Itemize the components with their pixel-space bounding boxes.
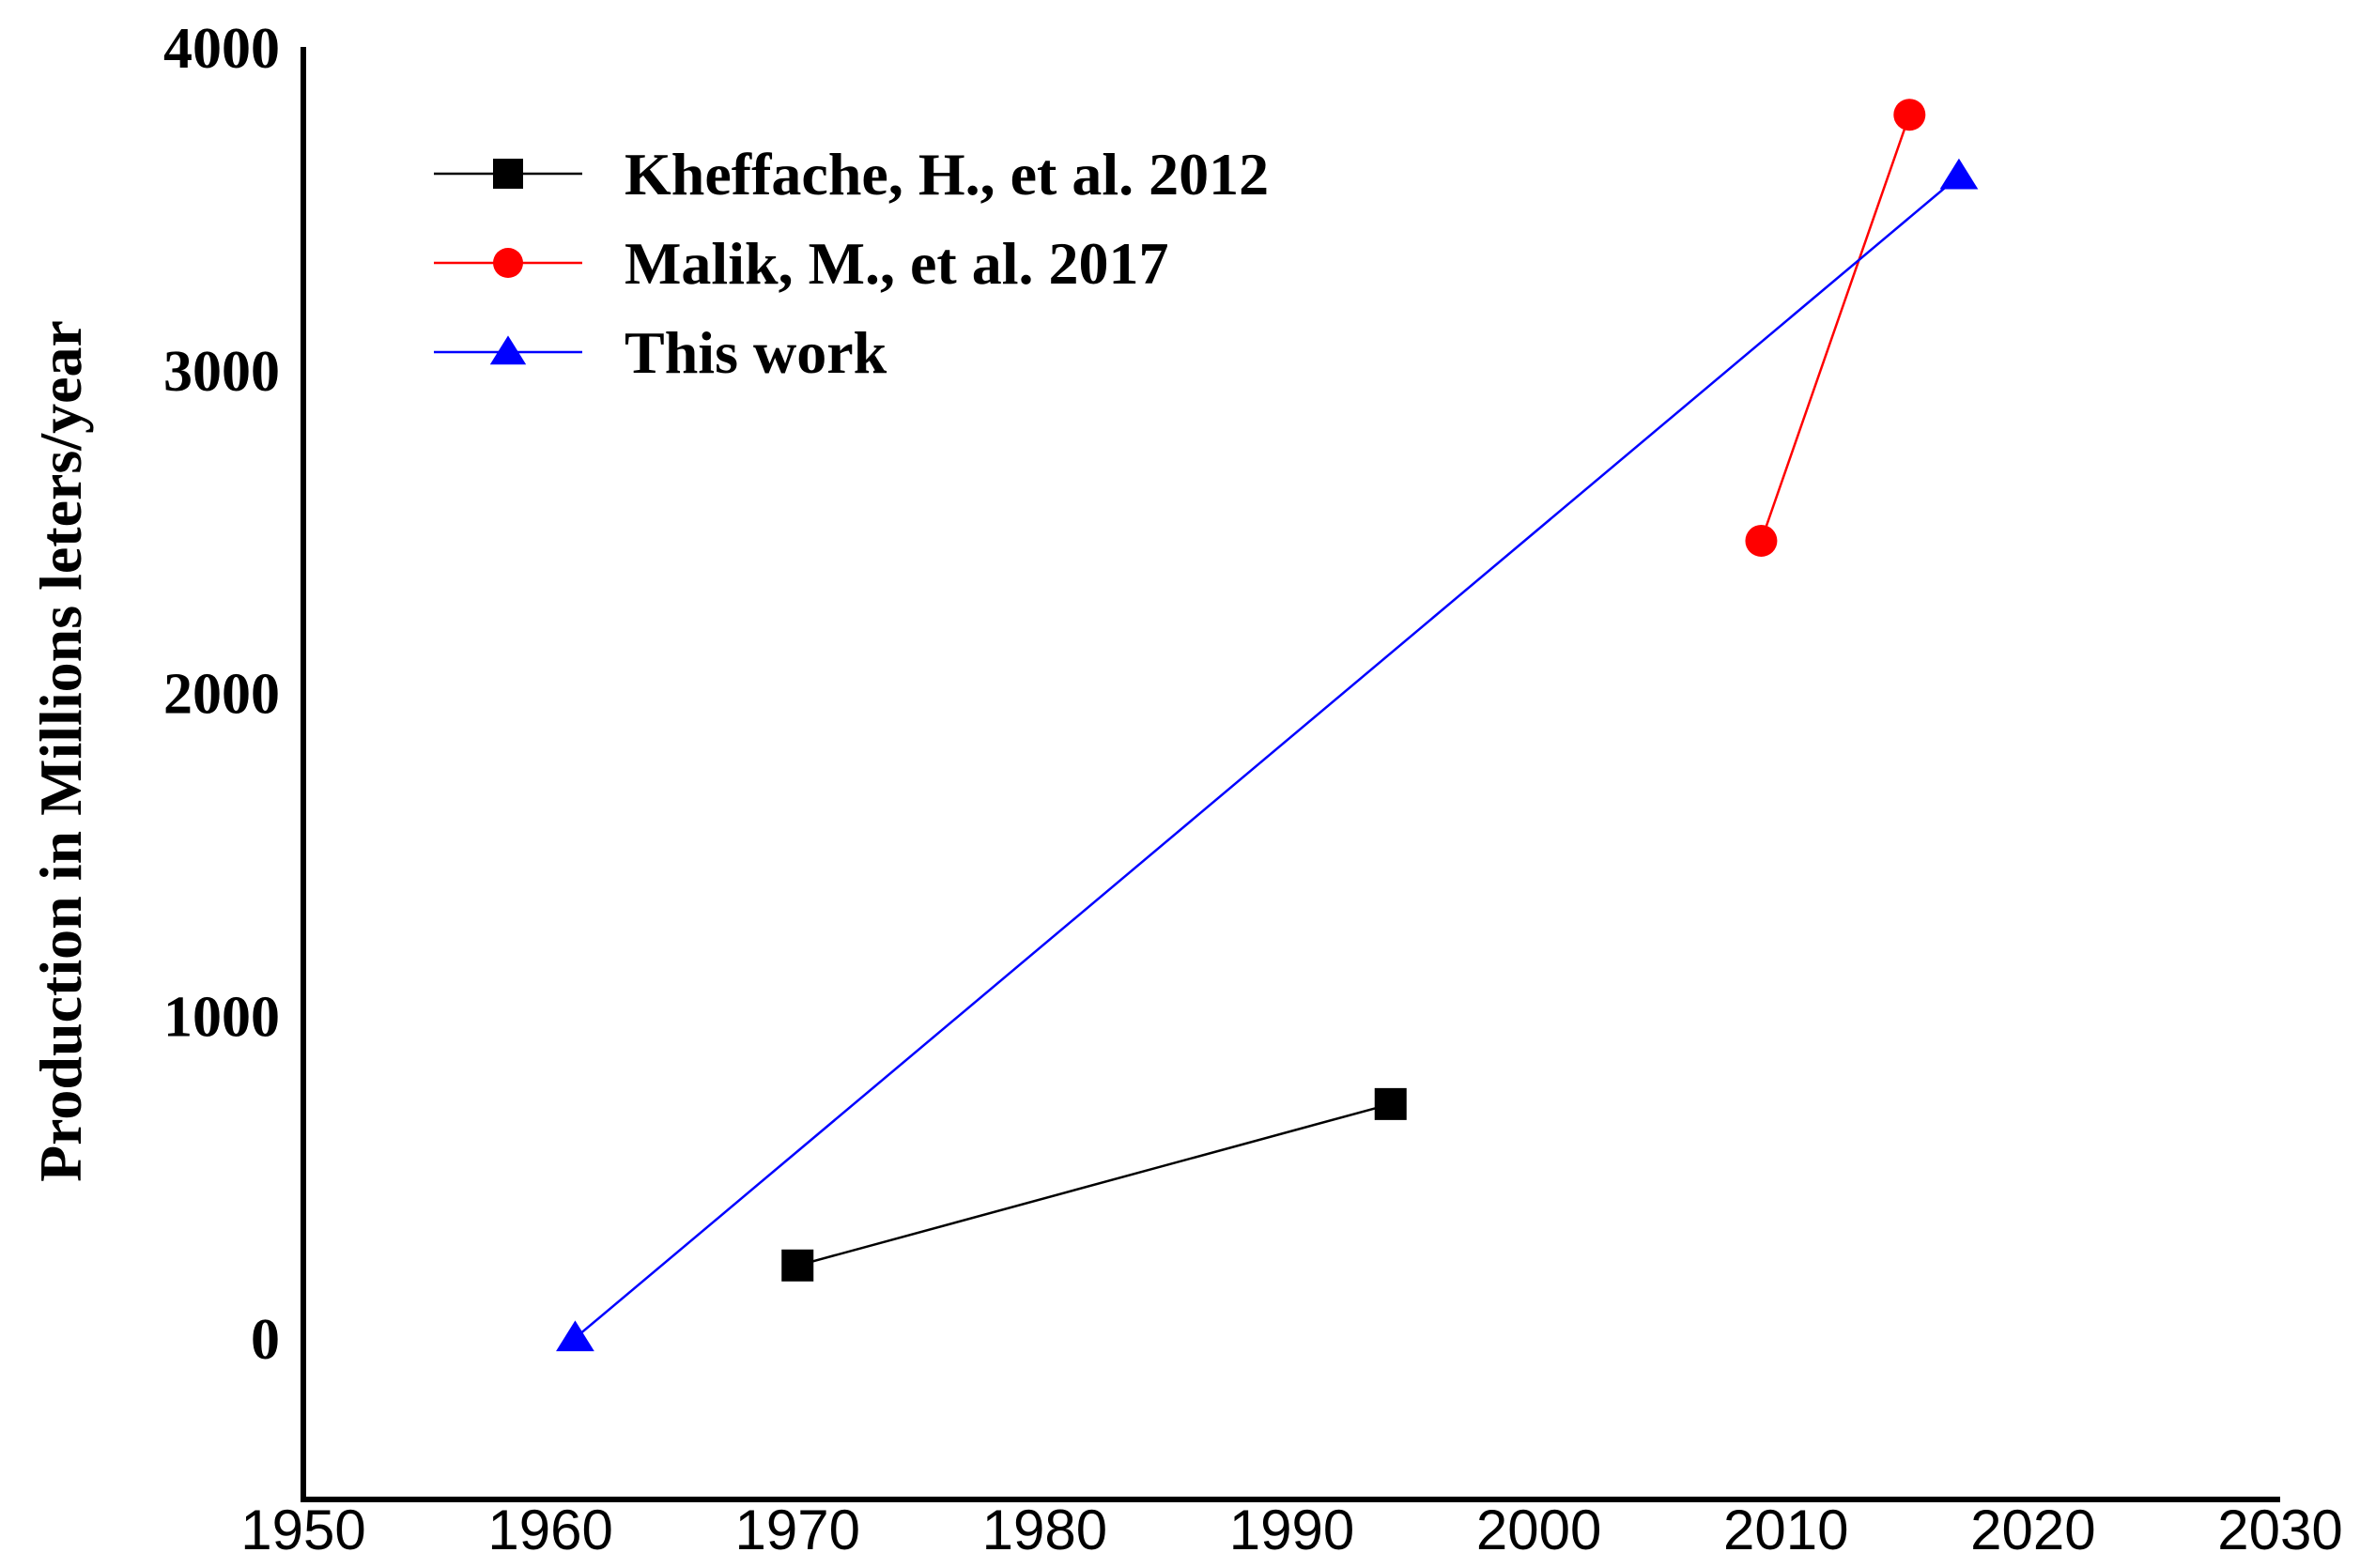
- y-axis-title: Production in Millions leters/year: [27, 320, 94, 1182]
- series-line: [574, 175, 1960, 1340]
- y-tick-label: 2000: [163, 663, 280, 727]
- series-2: [1745, 99, 1926, 557]
- y-tick-label: 4000: [163, 17, 280, 81]
- y-tick-label: 1000: [163, 985, 280, 1049]
- data-point: [1893, 99, 1926, 131]
- y-axis-ticks: 0 1000 2000 3000 4000: [163, 17, 280, 1372]
- legend-label: Malik, M., et al. 2017: [625, 230, 1168, 297]
- x-tick-label: 2030: [2217, 1499, 2342, 1561]
- x-tick-label: 1960: [487, 1499, 612, 1561]
- legend-label: Kheffache, H., et al. 2012: [625, 141, 1269, 208]
- data-point: [1745, 524, 1778, 557]
- x-axis-ticks: 1950 1960 1970 1980 1990 2000 2010 2020 2030: [240, 1499, 2342, 1561]
- data-point: [781, 1249, 814, 1282]
- data-point: [1374, 1087, 1407, 1120]
- series-1: [781, 1087, 1407, 1282]
- series-line: [796, 1102, 1392, 1268]
- legend-item: Kheffache, H., et al. 2012: [434, 141, 1269, 208]
- legend-item: Malik, M., et al. 2017: [434, 230, 1168, 297]
- legend: Kheffache, H., et al. 2012 Malik, M., et …: [434, 141, 1269, 386]
- legend-item: This work: [434, 319, 887, 386]
- axes: [301, 47, 2280, 1502]
- x-tick-label: 1950: [240, 1499, 365, 1561]
- legend-marker: [493, 159, 523, 189]
- legend-marker: [493, 248, 523, 278]
- x-tick-label: 1970: [735, 1499, 860, 1561]
- x-tick-label: 1980: [982, 1499, 1107, 1561]
- legend-marker: [489, 335, 527, 365]
- legend-label: This work: [625, 319, 887, 386]
- x-tick-label: 1990: [1229, 1499, 1354, 1561]
- x-tick-label: 2010: [1723, 1499, 1848, 1561]
- x-tick-label: 2020: [1970, 1499, 2095, 1561]
- data-point: [556, 1320, 594, 1352]
- y-tick-label: 3000: [163, 340, 280, 404]
- series-layer: [556, 99, 1979, 1352]
- data-point: [1939, 158, 1979, 190]
- y-tick-label: 0: [251, 1308, 280, 1372]
- series-line: [1760, 114, 1911, 542]
- series-3: [556, 158, 1979, 1352]
- x-tick-label: 2000: [1476, 1499, 1601, 1561]
